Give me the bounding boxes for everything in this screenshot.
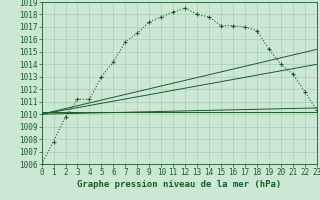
X-axis label: Graphe pression niveau de la mer (hPa): Graphe pression niveau de la mer (hPa) <box>77 180 281 189</box>
